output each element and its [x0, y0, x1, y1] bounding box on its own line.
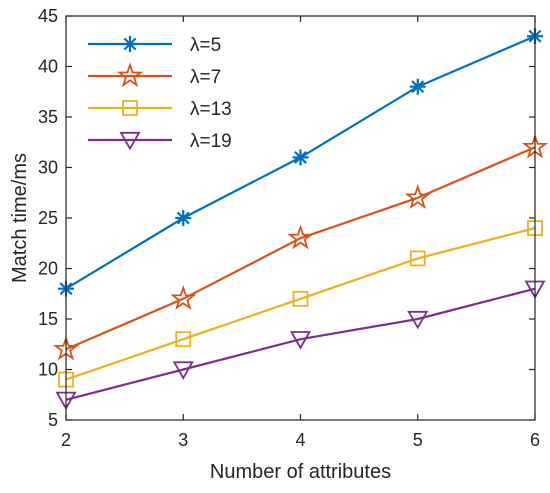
legend-item: λ=13: [88, 99, 232, 120]
data-point-marker: [409, 250, 426, 267]
legend-marker: [122, 100, 138, 116]
y-tick-label: 25: [38, 208, 58, 228]
legend-item: λ=5: [88, 35, 221, 56]
data-point-marker: [289, 331, 312, 350]
data-point-marker-stroke: [294, 150, 307, 164]
y-tick-label: 40: [38, 57, 58, 77]
data-point-marker: [175, 331, 192, 348]
legend-marker: [122, 36, 138, 52]
series-2: [52, 133, 549, 361]
data-point-marker-stroke: [411, 80, 425, 94]
data-point-marker: [287, 224, 314, 250]
legend-marker: [119, 131, 141, 151]
data-point-marker: [170, 285, 197, 310]
y-axis-label: Match time/ms: [9, 153, 31, 283]
y-tick-label: 10: [38, 360, 58, 380]
x-axis-label: Number of attributes: [210, 461, 391, 483]
data-point-marker: [172, 361, 194, 380]
x-tick-label: 5: [413, 430, 423, 450]
data-point-marker: [292, 290, 309, 307]
x-tick-label: 2: [61, 430, 71, 450]
y-axis-ticks: 5 10 15 20 25 30 35 40 45: [38, 6, 535, 430]
legend-label: λ=13: [190, 99, 232, 120]
legend: λ=5 λ=7 λ=13 λ=19: [88, 35, 232, 152]
legend-marker: [116, 62, 144, 88]
data-point-marker: [292, 149, 309, 166]
y-tick-label: 35: [38, 107, 58, 127]
legend-marker-stroke: [123, 37, 137, 51]
legend-label: λ=5: [190, 35, 221, 56]
series-line: [65, 227, 536, 381]
y-tick-label: 20: [38, 259, 58, 279]
legend-item: λ=7: [88, 62, 221, 88]
x-tick-label: 6: [530, 430, 540, 450]
series-line: [65, 287, 536, 401]
series-line: [65, 146, 536, 351]
series-3: [58, 220, 543, 388]
legend-item: λ=19: [88, 131, 232, 152]
legend-label: λ=19: [190, 131, 232, 152]
y-tick-label: 5: [48, 410, 58, 430]
y-tick-label: 45: [38, 6, 58, 26]
series-4: [55, 280, 546, 411]
data-point-marker-stroke: [176, 211, 190, 225]
y-tick-label: 30: [38, 158, 58, 178]
data-point-marker: [404, 184, 431, 209]
data-point-marker: [175, 210, 192, 226]
data-point-marker: [407, 310, 429, 330]
series-layer: [52, 28, 549, 411]
x-axis-ticks: 2 3 4 5 6: [61, 16, 540, 450]
x-tick-label: 4: [295, 430, 305, 450]
legend-label: λ=7: [190, 67, 221, 88]
y-tick-label: 15: [38, 309, 58, 329]
data-point-marker: [409, 78, 426, 95]
x-tick-label: 3: [178, 430, 188, 450]
